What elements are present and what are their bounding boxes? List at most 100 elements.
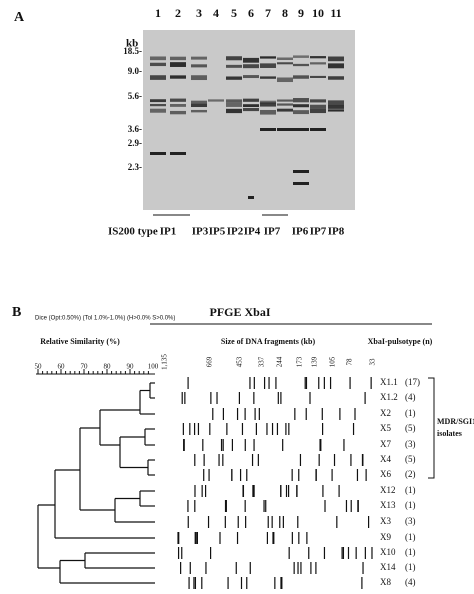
gel-band — [243, 104, 259, 108]
gel-band — [328, 104, 344, 109]
header: XbaI-pulsotype (n) — [368, 337, 433, 346]
gel-band — [191, 103, 207, 108]
gel-band — [150, 108, 166, 113]
lane-number: 5 — [231, 6, 237, 20]
size-label: 9.0- — [128, 66, 142, 76]
gel-band — [293, 98, 309, 103]
gel-band — [170, 56, 186, 61]
isolate-count: (1) — [405, 500, 416, 510]
isolate-count: (4) — [405, 392, 416, 402]
gel-band — [191, 56, 207, 60]
scale-label: 90 — [127, 363, 135, 371]
lane-number: 1 — [155, 6, 161, 20]
lane-number: 3 — [196, 6, 202, 20]
panel-title: PFGE XbaI — [209, 305, 270, 319]
fragment-size: 139 — [311, 356, 319, 367]
gel-band — [170, 75, 186, 79]
size-label: 3.6- — [128, 124, 142, 134]
pulsotype: X5 — [380, 423, 391, 433]
kb-label: kb — [126, 38, 138, 50]
gel-band — [277, 128, 293, 131]
gel-band — [260, 76, 276, 79]
lane-number: 9 — [298, 6, 304, 20]
lane-number: 10 — [312, 6, 324, 20]
fragment-size: 244 — [276, 356, 284, 367]
gel-band — [226, 102, 242, 107]
gel-band — [277, 99, 293, 102]
gel-band — [243, 108, 259, 112]
size-label: 5.6- — [128, 91, 142, 101]
gel-band — [248, 196, 254, 199]
gel-band — [150, 56, 166, 61]
gel-band — [243, 64, 259, 69]
gel-band — [310, 104, 326, 109]
gel-band — [226, 99, 242, 103]
size-label: 2.3- — [128, 162, 142, 172]
isolate-count: (1) — [405, 485, 416, 495]
size-label: 2.9- — [128, 138, 142, 148]
gel-band — [277, 103, 293, 106]
gel-band — [310, 56, 326, 59]
gel-band — [293, 55, 309, 58]
gel-band — [293, 182, 309, 185]
type-label: IP7 — [310, 226, 327, 238]
gel-band — [293, 110, 309, 115]
lane-number: 7 — [265, 6, 271, 20]
gel-band — [277, 108, 293, 112]
isolate-count: (5) — [405, 454, 416, 464]
fragment-size: 453 — [236, 356, 244, 367]
pulsotype: X2 — [380, 408, 391, 418]
gel-band — [226, 76, 242, 80]
bracket — [428, 377, 435, 479]
gel-band — [277, 62, 293, 65]
lane-number: 4 — [213, 6, 219, 20]
gel-band — [150, 75, 166, 80]
gel-band — [328, 109, 344, 112]
gel-band — [208, 99, 224, 102]
gel-band — [310, 62, 326, 65]
pulsotype: X6 — [380, 469, 391, 479]
type-label: IP3 — [192, 226, 209, 238]
fragment-size: 105 — [329, 356, 337, 367]
gel-band — [150, 62, 166, 67]
gel-band — [170, 110, 186, 115]
header: Size of DNA fragments (kb) — [221, 337, 316, 346]
isolate-count: (17) — [405, 377, 420, 387]
type-label: IP5 — [209, 226, 226, 238]
scale-label: 50 — [35, 363, 43, 371]
lane-number: 11 — [330, 6, 341, 20]
pulsotype: X8 — [380, 577, 391, 587]
lane-number: 8 — [282, 6, 288, 20]
gel-band — [277, 57, 293, 60]
size-label: 18.5- — [123, 46, 142, 56]
gel-band — [293, 128, 309, 131]
panel-label: A — [14, 10, 25, 25]
gel-band — [260, 63, 276, 68]
type-label: IP2 — [227, 226, 244, 238]
isolate-count: (4) — [405, 577, 416, 587]
gel-band — [170, 98, 186, 102]
type-label: IP7 — [264, 226, 281, 238]
gel-band — [293, 104, 309, 108]
panel-label: B — [12, 305, 21, 320]
group-label: isolates — [437, 429, 462, 438]
gel-band — [293, 170, 309, 173]
gel-band — [310, 99, 326, 103]
pulsotype: X9 — [380, 532, 391, 542]
scale-label: 80 — [104, 363, 112, 371]
isolate-count: (2) — [405, 469, 416, 479]
lane-number: 6 — [248, 6, 254, 20]
gel-band — [191, 100, 207, 105]
isolate-count: (1) — [405, 547, 416, 557]
gel-band — [243, 98, 259, 102]
gel-band — [243, 75, 259, 79]
gel-band — [260, 128, 276, 131]
gel-band — [226, 64, 242, 68]
type-label: IP4 — [244, 226, 261, 238]
gel-band — [293, 63, 309, 67]
pulsotype: X3 — [380, 516, 391, 526]
gel-band — [226, 108, 242, 114]
gel-band — [260, 102, 276, 107]
isolate-count: (3) — [405, 516, 416, 526]
gel-band — [150, 152, 166, 155]
